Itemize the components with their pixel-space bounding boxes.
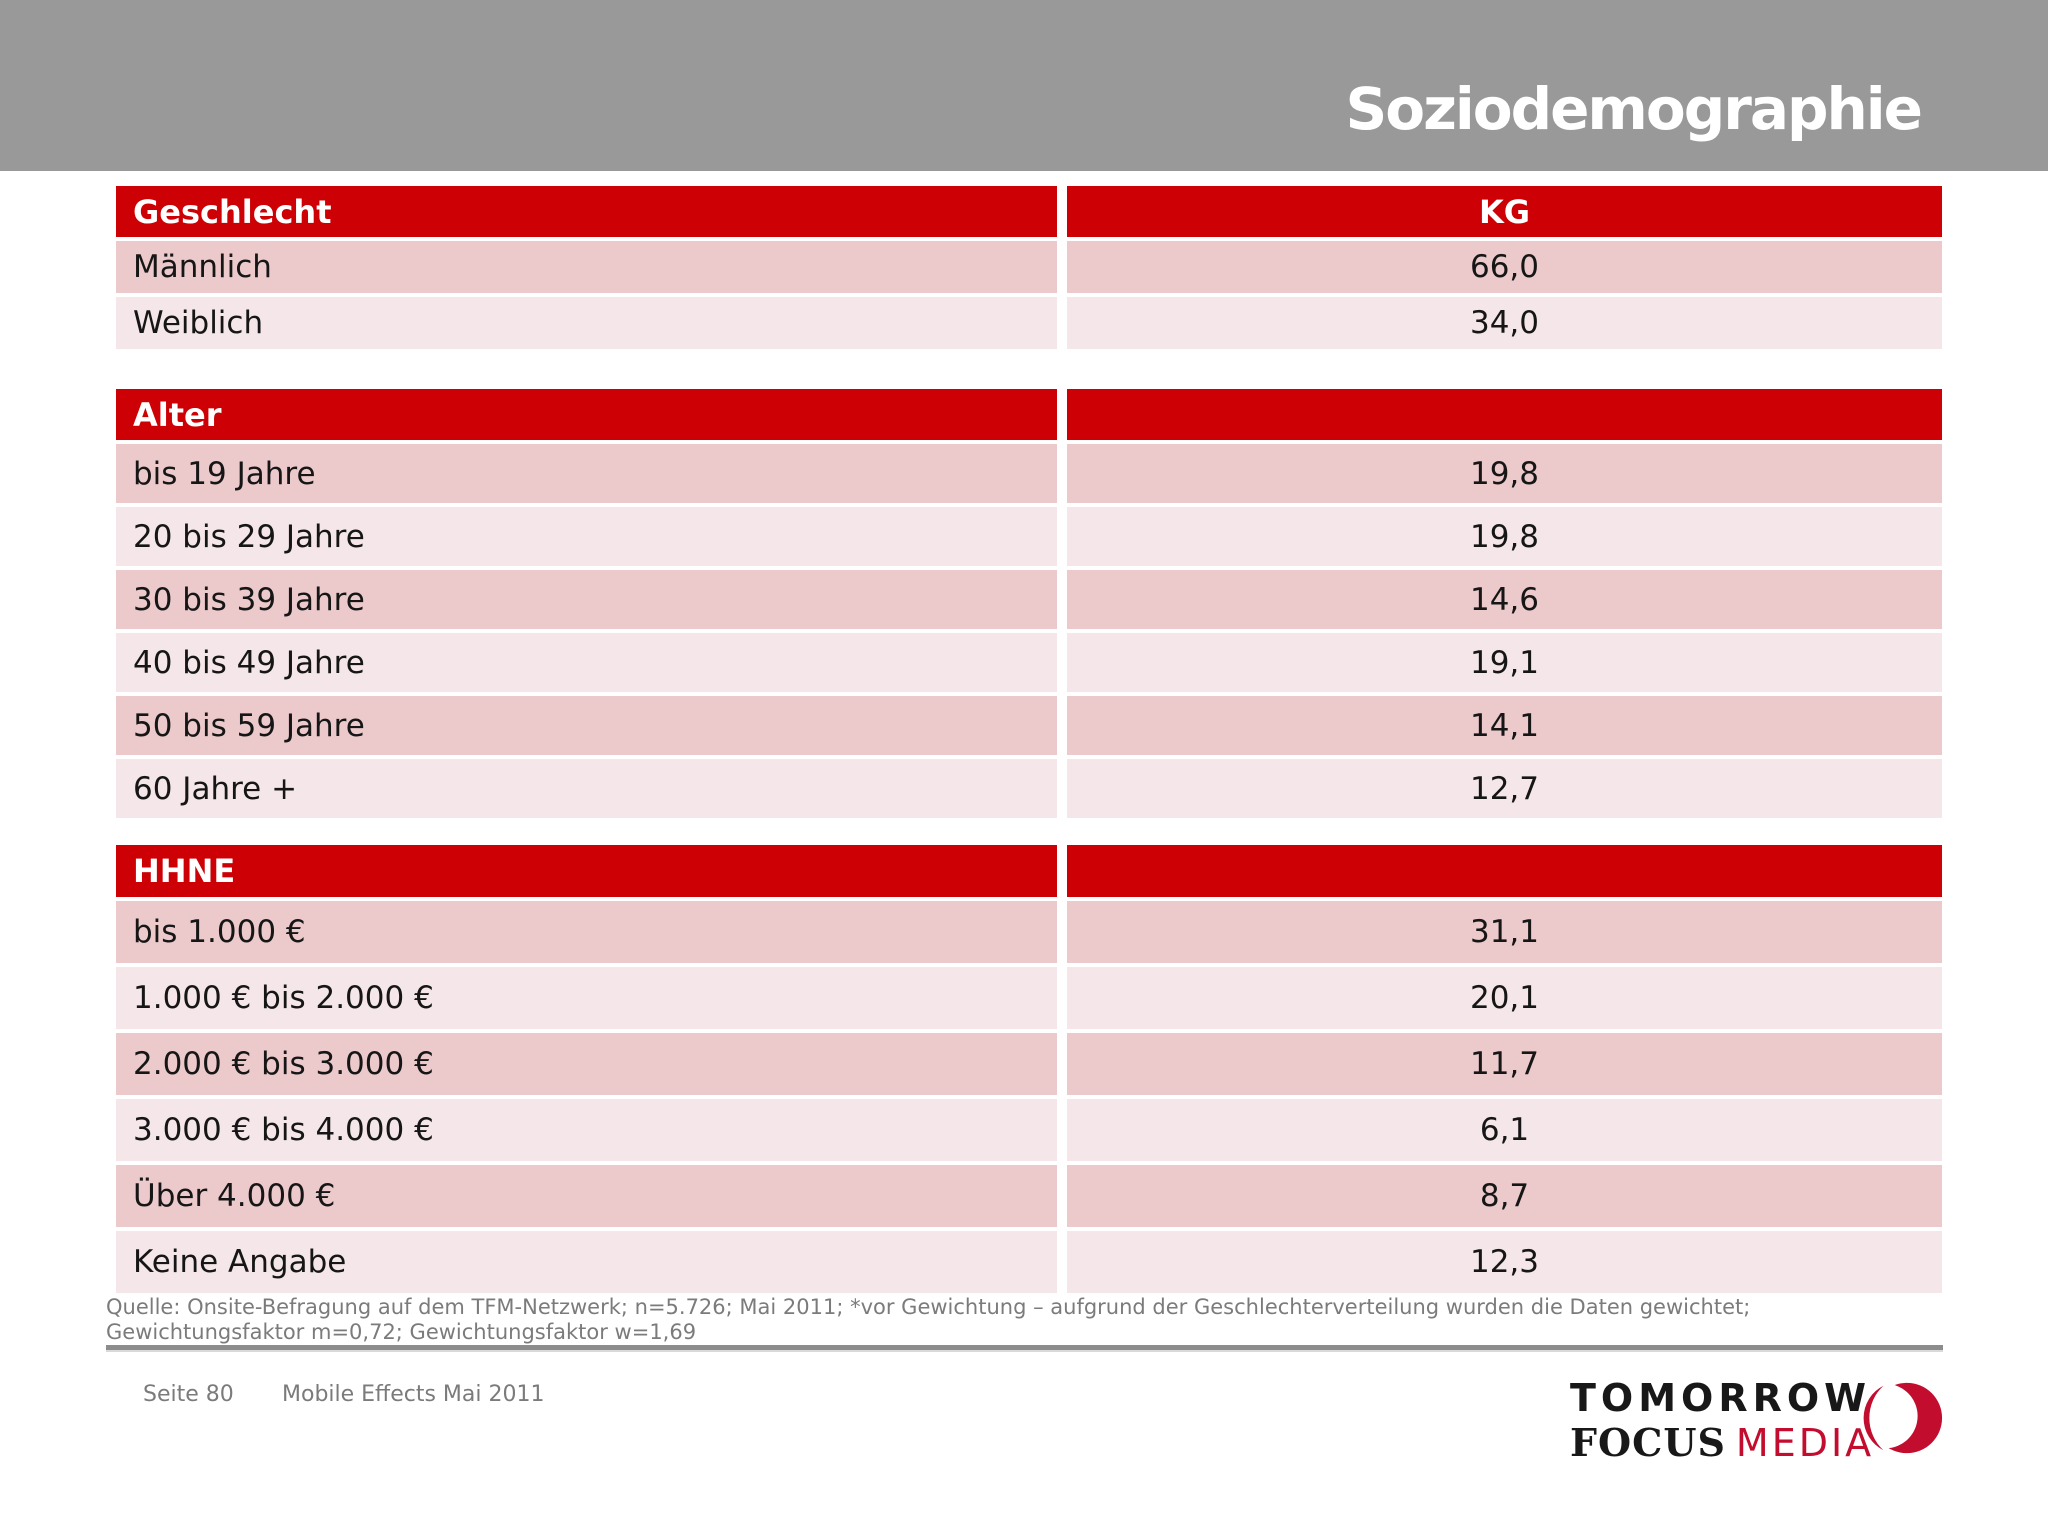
row-3000-4000-label: 3.000 € bis 4.000 €: [116, 1099, 1057, 1161]
column-header-kg: KG: [1067, 186, 1942, 237]
row-bis-1000-value: 31,1: [1067, 901, 1942, 963]
row-50-59-label: 50 bis 59 Jahre: [116, 696, 1057, 755]
row-weiblich-label: Weiblich: [116, 297, 1057, 349]
table-geschlecht-header: Geschlecht: [116, 186, 1057, 237]
row-maennlich-value: 66,0: [1067, 241, 1942, 293]
row-2000-3000-value: 11,7: [1067, 1033, 1942, 1095]
page-number: Seite 80: [143, 1382, 234, 1407]
logo-text-media: MEDIA: [1735, 1421, 1875, 1465]
row-20-29-label: 20 bis 29 Jahre: [116, 507, 1057, 566]
table-hhne: HHNE bis 1.000 € 31,1 1.000 € bis 2.000 …: [116, 845, 1942, 1293]
table-hhne-header: HHNE: [116, 845, 1057, 897]
source-note-line1: Quelle: Onsite-Befragung auf dem TFM-Net…: [106, 1295, 1751, 1319]
row-30-39-value: 14,6: [1067, 570, 1942, 629]
row-keine-angabe-value: 12,3: [1067, 1231, 1942, 1293]
footer-divider: [106, 1345, 1943, 1352]
row-2000-3000-label: 2.000 € bis 3.000 €: [116, 1033, 1057, 1095]
logo-circle-icon: [1863, 1382, 1943, 1454]
table-hhne-header-value-cell: [1067, 845, 1942, 897]
row-weiblich-value: 34,0: [1067, 297, 1942, 349]
row-40-49-value: 19,1: [1067, 633, 1942, 692]
row-20-29-value: 19,8: [1067, 507, 1942, 566]
row-bis-1000-label: bis 1.000 €: [116, 901, 1057, 963]
row-ueber-4000-value: 8,7: [1067, 1165, 1942, 1227]
row-1000-2000-label: 1.000 € bis 2.000 €: [116, 967, 1057, 1029]
row-keine-angabe-label: Keine Angabe: [116, 1231, 1057, 1293]
page-title: Soziodemographie: [1345, 75, 1923, 143]
row-bis-19-value: 19,8: [1067, 444, 1942, 503]
row-3000-4000-value: 6,1: [1067, 1099, 1942, 1161]
table-alter-header-value-cell: [1067, 389, 1942, 440]
row-50-59-value: 14,1: [1067, 696, 1942, 755]
row-60-plus-value: 12,7: [1067, 759, 1942, 818]
deck-title: Mobile Effects Mai 2011: [282, 1382, 545, 1407]
row-bis-19-label: bis 19 Jahre: [116, 444, 1057, 503]
row-30-39-label: 30 bis 39 Jahre: [116, 570, 1057, 629]
table-geschlecht: Geschlecht KG Männlich 66,0 Weiblich 34,…: [116, 186, 1942, 349]
logo-text-tomorrow: TOMORROW: [1570, 1376, 1872, 1420]
row-40-49-label: 40 bis 49 Jahre: [116, 633, 1057, 692]
logo-text-focus-media: FOCUS MEDIA: [1570, 1423, 1874, 1471]
row-60-plus-label: 60 Jahre +: [116, 759, 1057, 818]
row-1000-2000-value: 20,1: [1067, 967, 1942, 1029]
source-note-line2: Gewichtungsfaktor m=0,72; Gewichtungsfak…: [106, 1320, 697, 1344]
row-maennlich-label: Männlich: [116, 241, 1057, 293]
source-note: Quelle: Onsite-Befragung auf dem TFM-Net…: [106, 1295, 2006, 1345]
header-banner: Soziodemographie: [0, 0, 2048, 171]
logo-text-focus: FOCUS: [1570, 1420, 1726, 1465]
row-ueber-4000-label: Über 4.000 €: [116, 1165, 1057, 1227]
table-alter-header: Alter: [116, 389, 1057, 440]
table-alter: Alter bis 19 Jahre 19,8 20 bis 29 Jahre …: [116, 389, 1942, 818]
